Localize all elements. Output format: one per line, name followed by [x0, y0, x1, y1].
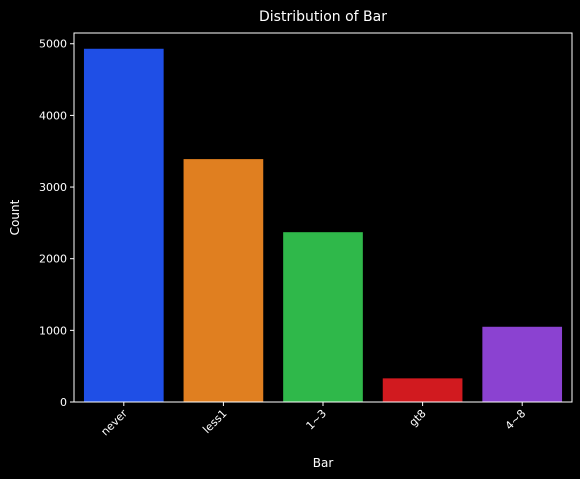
bar-less1 — [183, 159, 264, 402]
bar-gt8 — [382, 378, 463, 402]
chart-title: Distribution of Bar — [259, 9, 387, 25]
y-tick-label: 4000 — [39, 109, 67, 122]
bars-group — [83, 48, 563, 402]
y-tick-label: 1000 — [39, 324, 67, 337]
y-tick-label: 2000 — [39, 253, 67, 266]
y-tick-label: 0 — [60, 396, 67, 409]
y-axis: 0 1000 2000 3000 4000 5000 — [39, 38, 74, 409]
bar-4~8 — [482, 326, 563, 402]
bar-never — [83, 48, 164, 402]
y-tick-label: 5000 — [39, 38, 67, 51]
y-tick-label: 3000 — [39, 181, 67, 194]
plot-area-frame — [73, 32, 573, 403]
x-axis-label: Bar — [313, 456, 334, 470]
bar-1~3 — [283, 232, 363, 402]
y-axis-label: Count — [8, 199, 22, 235]
